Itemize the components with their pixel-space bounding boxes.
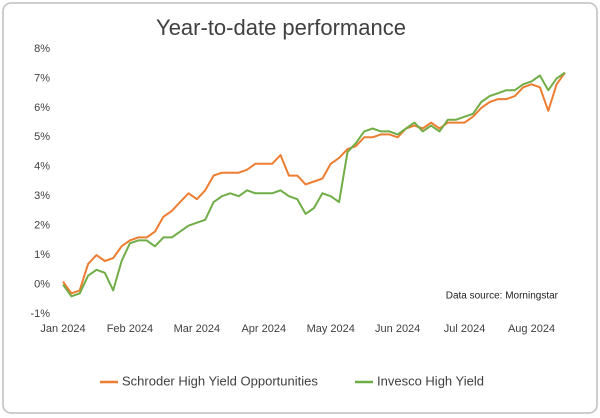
y-tick-label: 6% [34, 102, 50, 114]
chart-frame [2, 2, 598, 414]
x-tick-label: Jun 2024 [375, 323, 420, 335]
x-tick-label: Mar 2024 [174, 323, 220, 335]
annotation: Data source: Morningstar [446, 291, 559, 302]
x-tick-label: Apr 2024 [241, 323, 286, 335]
legend-label: Invesco High Yield [377, 373, 484, 388]
y-tick-label: 7% [34, 72, 50, 84]
y-tick-label: 3% [34, 190, 50, 202]
x-tick-label: Jul 2024 [444, 323, 486, 335]
legend-label: Schroder High Yield Opportunities [122, 373, 318, 388]
x-tick-label: Feb 2024 [107, 323, 153, 335]
series-line [62, 71, 566, 298]
x-tick-label: Jan 2024 [40, 323, 85, 335]
y-tick-label: 0% [34, 278, 50, 290]
y-tick-label: -1% [30, 308, 50, 320]
y-tick-label: 5% [34, 131, 50, 143]
y-tick-label: 4% [34, 161, 50, 173]
chart-title: Year-to-date performance [156, 15, 406, 40]
x-tick-label: Aug 2024 [508, 323, 555, 335]
x-tick-label: May 2024 [307, 323, 355, 335]
y-tick-label: 1% [34, 249, 50, 261]
y-tick-label: 8% [34, 43, 50, 55]
y-tick-label: 2% [34, 220, 50, 232]
series-line [62, 72, 566, 295]
